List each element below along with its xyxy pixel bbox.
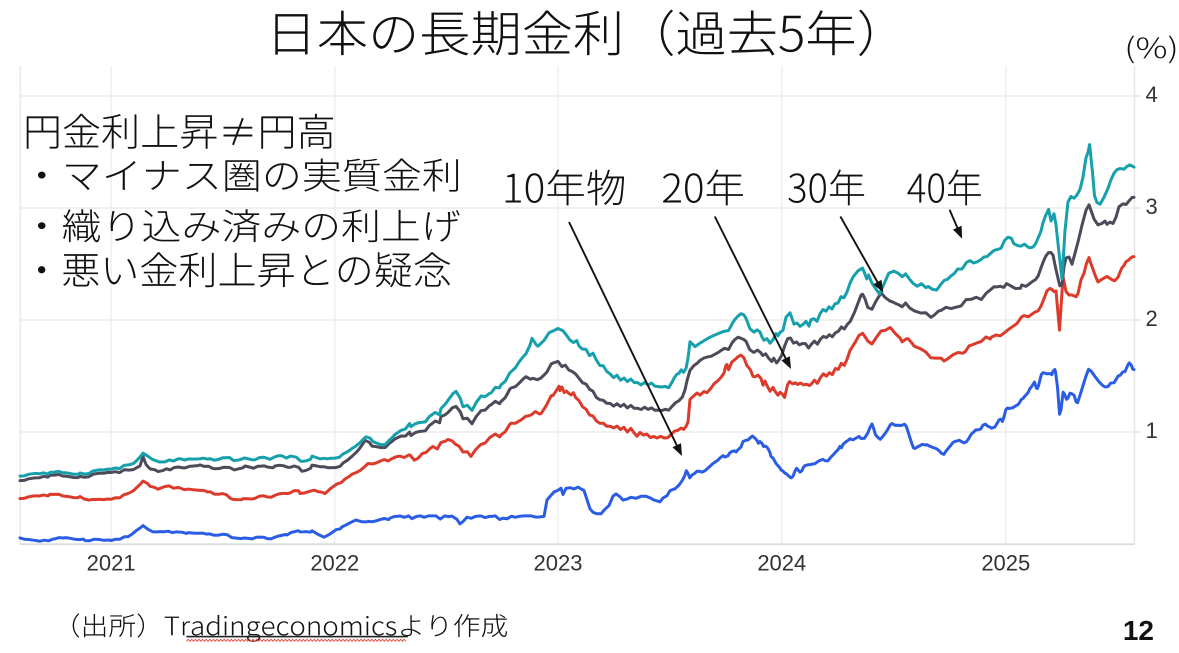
svg-text:3: 3 [1146, 194, 1158, 219]
svg-text:2025: 2025 [981, 551, 1030, 576]
svg-text:4: 4 [1146, 82, 1158, 107]
svg-text:2023: 2023 [534, 551, 583, 576]
svg-text:12: 12 [1123, 615, 1154, 646]
svg-text:2: 2 [1146, 306, 1158, 331]
svg-text:1: 1 [1146, 418, 1158, 443]
svg-text:2022: 2022 [310, 551, 359, 576]
svg-text:2021: 2021 [87, 551, 136, 576]
svg-text:2024: 2024 [757, 551, 806, 576]
